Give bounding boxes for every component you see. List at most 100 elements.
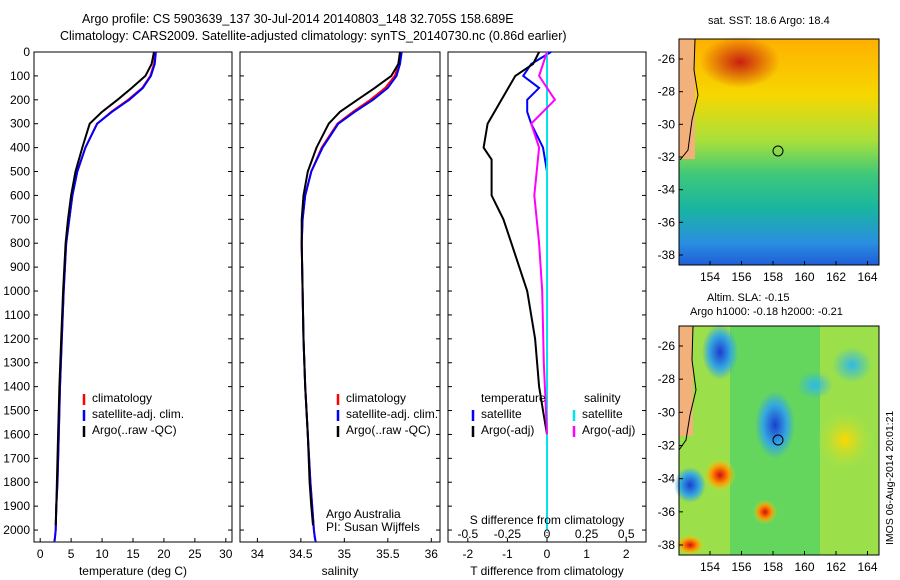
sst-map-frame [678, 38, 880, 266]
sla-map-title-2: Argo h1000: -0.18 h2000: -0.21 [690, 306, 843, 318]
legend-label: Argo(..raw -QC) [346, 423, 431, 437]
title-line-1: Argo profile: CS 5903639_137 30-Jul-2014… [82, 12, 514, 26]
x-tick-label: 1 [583, 547, 590, 561]
sst-warm-core [700, 36, 780, 88]
legend-title-temperature: temperature [481, 391, 546, 405]
sla-map: Altim. SLA: -0.15 Argo h1000: -0.18 h200… [658, 292, 880, 574]
sla-eddy-cyan-mid [797, 371, 833, 399]
depth-tick-label: 1300 [3, 356, 30, 370]
sla-coastline [678, 325, 697, 451]
x-tick-label: 2 [623, 547, 630, 561]
legend-title-salinity: salinity [584, 391, 621, 405]
depth-tick-label: 500 [10, 165, 30, 179]
depth-tick-label: 900 [10, 260, 30, 274]
legend-label: Argo(-adj) [481, 423, 534, 437]
x-tick-label: 0 [544, 547, 551, 561]
map-y-tick-label: -36 [658, 215, 676, 229]
legend-label: satellite-adj. clim. [346, 407, 438, 421]
sst-map-title: sat. SST: 18.6 Argo: 18.4 [708, 15, 830, 27]
x-tick-label: 30 [219, 547, 233, 561]
sla-argo-marker [772, 434, 784, 446]
depth-tick-label: 1800 [3, 475, 30, 489]
sla-eddy-blue-north [702, 324, 738, 380]
s-tick-label: -0.25 [494, 527, 522, 541]
map-x-tick-label: 156 [731, 560, 751, 574]
x-tick-label: 35.5 [376, 547, 400, 561]
sla-eddy-blue-south [674, 467, 706, 503]
diff-xlabel: T difference from climatology [470, 564, 624, 578]
depth-tick-label: 400 [10, 141, 30, 155]
depth-tick-label: 700 [10, 212, 30, 226]
depth-tick-label: 1400 [3, 380, 30, 394]
depth-tick-label: 600 [10, 188, 30, 202]
depth-tick-label: 0 [23, 45, 30, 59]
depth-tick-label: 1600 [3, 427, 30, 441]
sla-eddy-red-south [753, 500, 777, 524]
map-x-tick-label: 162 [826, 560, 846, 574]
x-tick-label: 25 [188, 547, 202, 561]
temp-xlabel: temperature (deg C) [79, 564, 187, 578]
diff-temp-argo-line [482, 51, 548, 435]
map-y-tick-label: -32 [658, 150, 676, 164]
panel-frame [33, 51, 233, 543]
depth-tick-label: 1000 [3, 284, 30, 298]
map-y-tick-label: -26 [658, 52, 676, 66]
s-tick-label: 0.5 [618, 527, 635, 541]
map-x-tick-label: 160 [794, 270, 814, 284]
x-tick-label: 34 [251, 547, 265, 561]
x-tick-label: 36 [425, 547, 439, 561]
legend-label: Argo(-adj) [582, 423, 635, 437]
map-y-tick-label: -38 [658, 538, 676, 552]
sla-eddy-yellow-east [817, 410, 873, 470]
x-tick-label: 15 [126, 547, 140, 561]
salinity-panel: 34 34.5 35 35.5 36 salinity climatology satelli… [239, 51, 441, 578]
x-tick-label: 10 [95, 547, 109, 561]
x-tick-label: 0 [37, 547, 44, 561]
diff-sal-argo-line [530, 51, 557, 435]
depth-tick-label: 100 [10, 69, 30, 83]
legend-label: satellite-adj. clim. [92, 407, 184, 421]
map-x-tick-label: 162 [826, 270, 846, 284]
s-tick-label: 0 [544, 527, 551, 541]
depth-tick-label: 800 [10, 236, 30, 250]
sst-map-land [679, 39, 695, 159]
x-tick-label: 5 [68, 547, 75, 561]
depth-tick-label: 1100 [4, 308, 30, 322]
depth-tick-label: 2000 [3, 523, 30, 537]
depth-tick-label: 1700 [3, 451, 30, 465]
legend-label: Argo(..raw -QC) [92, 423, 177, 437]
map-x-tick-label: 158 [763, 560, 783, 574]
panel-frame [239, 51, 441, 543]
depth-tick-label: 1500 [3, 404, 30, 418]
s-tick-label: 0.25 [575, 527, 599, 541]
map-y-tick-label: -28 [658, 372, 676, 386]
legend-label: climatology [346, 391, 406, 405]
sst-map: sat. SST: 18.6 Argo: 18.4 -26 -28 -30 -32 -3… [658, 15, 880, 284]
sla-eddy-blue-center [755, 391, 795, 459]
map-x-tick-label: 158 [763, 270, 783, 284]
map-x-tick-label: 164 [857, 560, 877, 574]
depth-tick-label: 200 [10, 93, 30, 107]
depth-tick-label: 300 [10, 117, 30, 131]
map-y-tick-label: -26 [658, 339, 676, 353]
map-x-tick-label: 160 [794, 560, 814, 574]
temp-argo-line [54, 51, 155, 526]
map-y-tick-label: -30 [658, 117, 676, 131]
title-line-2: Climatology: CARS2009. Satellite-adjuste… [60, 29, 567, 43]
map-y-tick-label: -32 [658, 439, 676, 453]
legend-label: satellite [582, 407, 623, 421]
map-y-tick-label: -36 [658, 505, 676, 519]
sla-eddy-red-west [704, 459, 736, 491]
map-x-tick-label: 154 [700, 560, 720, 574]
sla-map-frame [678, 325, 880, 556]
s-tick-label: -0.5 [457, 527, 478, 541]
sla-eddy-cyan-east [832, 347, 872, 383]
map-y-tick-label: -34 [658, 472, 676, 486]
map-x-tick-label: 164 [857, 270, 877, 284]
x-tick-label: -2 [462, 547, 473, 561]
map-y-tick-label: -30 [658, 405, 676, 419]
depth-tick-label: 1900 [3, 499, 30, 513]
sla-map-title-1: Altim. SLA: -0.15 [707, 292, 790, 304]
map-y-tick-label: -28 [658, 85, 676, 99]
